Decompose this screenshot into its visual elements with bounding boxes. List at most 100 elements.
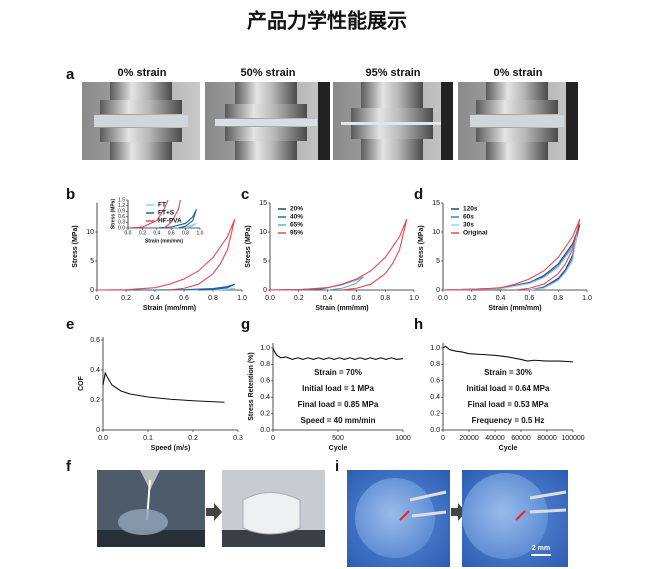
x-tick-label: 0.0 [125,230,132,236]
y-tick-label: 0.8 [430,361,440,368]
panel-label: g [241,316,250,333]
x-tick-label: 0.3 [233,435,243,442]
x-axis-label: Strain (mm/mm) [145,238,183,244]
x-tick-label: 0.4 [150,295,160,302]
y-axis-label: COF [78,375,85,391]
series-line [128,209,197,228]
x-tick-label: 0.4 [323,295,333,302]
x-axis-label: Strain (mm/mm) [315,305,368,312]
x-tick-label: 20000 [459,435,479,442]
x-tick-label: 0.6 [168,230,175,236]
annotation: Initial load = 1 MPa [302,384,374,393]
y-tick-label: 15 [432,200,440,207]
y-axis-label: Stress (MPa) [245,225,252,267]
y-tick-label: 15 [259,200,267,207]
panel-label: i [335,458,339,475]
x-tick-label: 0.0 [98,435,108,442]
annotation: Strain = 70% [314,368,362,377]
x-tick-label: 0.2 [139,230,146,236]
x-axis-label: Cycle [329,445,348,452]
y-tick-label: 0.4 [90,367,100,374]
y-tick-label: 1.5 [118,197,125,203]
legend-label: 65% [290,222,303,229]
y-tick-label: 0.4 [430,394,440,401]
series-line [442,219,581,291]
annotation: Strain = 30% [484,368,532,377]
annotation: Final load = 0.53 MPa [468,400,549,409]
y-tick-label: 0.4 [260,394,270,401]
y-tick-label: 0.0 [260,427,270,434]
photo-f [97,470,325,547]
series-line [97,283,235,291]
annotation: Speed = 40 mm/min [301,416,376,425]
x-axis-label: Cycle [499,445,518,452]
panel-label: f [66,458,72,475]
y-tick-label: 0.6 [90,337,100,344]
series-line [128,222,197,228]
x-tick-label: 1.0 [409,295,419,302]
y-tick-label: 0.8 [260,361,270,368]
x-tick-label: 0.4 [496,295,506,302]
photo-strip [82,82,578,160]
panel-label: b [66,186,75,203]
x-tick-label: 0.2 [467,295,477,302]
x-tick-label: 0 [441,435,445,442]
legend-label: 60s [463,214,474,221]
y-tick-label: 1.2 [118,203,125,209]
x-tick-label: 0.0 [438,295,448,302]
x-tick-label: 0.8 [553,295,563,302]
x-axis-label: Strain (mm/mm) [143,305,196,312]
legend-label: 30s [463,222,474,229]
y-tick-label: 0 [436,287,440,294]
legend-label: FT+S [158,210,175,217]
y-tick-label: 0.3 [118,220,125,226]
y-tick-label: 0 [96,427,100,434]
y-tick-label: 0.6 [260,378,270,385]
y-tick-label: 5 [436,258,440,265]
legend-label: 20% [290,206,303,213]
x-tick-label: 0.6 [352,295,362,302]
y-tick-label: 0.6 [118,214,125,220]
y-axis-label: Stress (MPa) [418,225,425,267]
y-axis-label: Stress Retention (%) [248,352,255,420]
scale-bar-label: 2 mm [532,545,550,552]
x-tick-label: 0.2 [294,295,304,302]
y-tick-label: 0.9 [118,209,125,215]
y-tick-label: 0.0 [118,225,125,231]
photo-caption: 0% strain [494,67,543,79]
y-tick-label: 1.0 [260,345,270,352]
series-line [272,347,404,361]
series-line [96,219,236,291]
x-tick-label: 0 [95,295,99,302]
x-tick-label: 0.4 [153,230,160,236]
series-line [442,345,574,363]
y-tick-label: 0 [90,287,94,294]
series-line [128,200,181,228]
photo-caption: 50% strain [240,67,295,79]
y-tick-label: 0.0 [430,427,440,434]
x-tick-label: 0.8 [380,295,390,302]
y-tick-label: 10 [259,229,267,236]
legend-label: HF-PVA [158,218,182,225]
annotation: Frequency = 0.5 Hz [472,416,545,425]
x-tick-label: 0.6 [179,295,189,302]
y-tick-label: 5 [263,258,267,265]
x-tick-label: 0.1 [143,435,153,442]
x-tick-label: 100000 [561,435,584,442]
panel-label: e [66,316,74,333]
series-line [102,371,225,403]
legend-label: FT [158,202,166,209]
figure-title: 产品力学性能展示 [247,8,407,32]
x-axis-label: Strain (mm/mm) [488,305,541,312]
x-tick-label: 80000 [537,435,557,442]
annotation: Final load = 0.85 MPa [298,400,379,409]
panel-label: d [414,186,423,203]
legend-label: 40% [290,214,303,221]
x-tick-label: 0.6 [525,295,535,302]
x-tick-label: 0.8 [182,230,189,236]
panel-label: c [241,186,249,203]
x-tick-label: 40000 [485,435,505,442]
panel-label: a [66,66,75,83]
x-tick-label: 1000 [395,435,411,442]
legend-label: Original [463,230,488,237]
